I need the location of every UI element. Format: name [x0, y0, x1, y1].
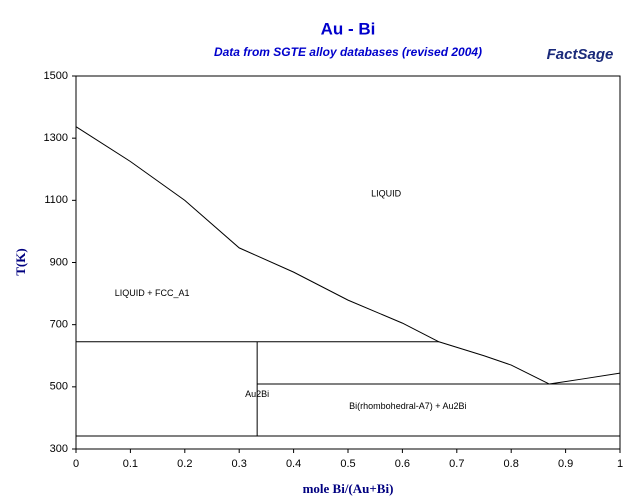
x-axis-label: mole Bi/(Au+Bi) — [303, 481, 394, 496]
x-tick-label: 1 — [617, 458, 623, 470]
x-tick-label: 0.3 — [232, 458, 247, 470]
y-tick-label: 300 — [50, 443, 68, 455]
y-tick-label: 1300 — [44, 132, 68, 144]
x-tick-label: 0.7 — [449, 458, 464, 470]
x-tick-label: 0.9 — [558, 458, 573, 470]
region-label: Bi(rhombohedral-A7) + Au2Bi — [349, 401, 466, 411]
chart-title: Au - Bi — [321, 19, 376, 38]
y-tick-label: 500 — [50, 381, 68, 393]
region-label: LIQUID + FCC_A1 — [115, 288, 190, 298]
x-tick-label: 0.6 — [395, 458, 410, 470]
y-tick-label: 1500 — [44, 70, 68, 82]
x-tick-label: 0.1 — [123, 458, 138, 470]
x-tick-label: 0.2 — [177, 458, 192, 470]
phase-boundary — [75, 126, 621, 385]
chart-subtitle: Data from SGTE alloy databases (revised … — [214, 45, 482, 59]
region-label: LIQUID — [371, 188, 402, 198]
plot-frame — [75, 75, 621, 450]
x-tick-label: 0 — [73, 458, 79, 470]
y-tick-label: 1100 — [44, 194, 68, 206]
x-tick-label: 0.5 — [340, 458, 355, 470]
y-axis-label: T(K) — [13, 248, 28, 275]
x-tick-label: 0.8 — [504, 458, 519, 470]
y-tick-label: 900 — [50, 256, 68, 268]
logo: FactSage — [547, 46, 614, 63]
region-label: Au2Bi — [245, 389, 269, 399]
y-tick-label: 700 — [50, 319, 68, 331]
x-tick-label: 0.4 — [286, 458, 301, 470]
